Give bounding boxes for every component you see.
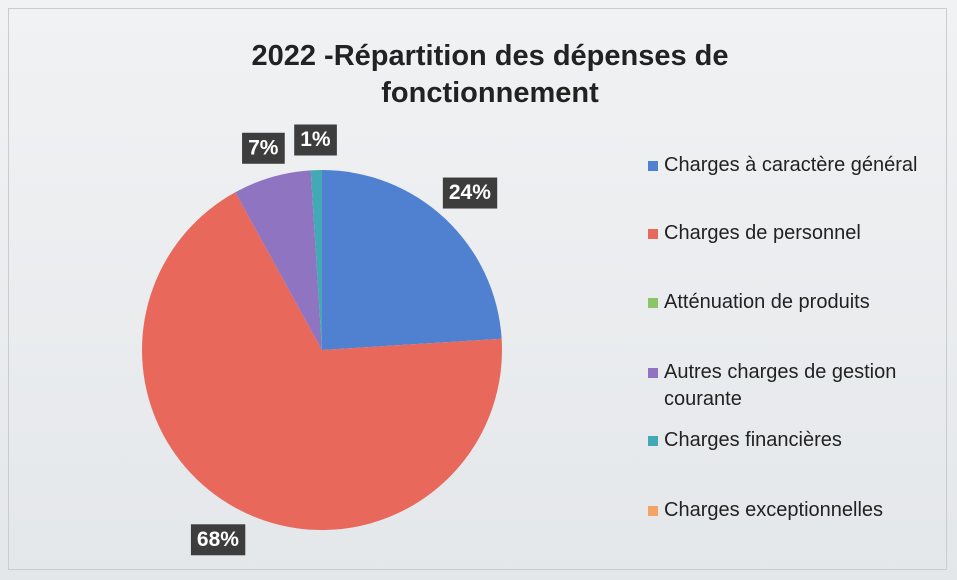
value-label: 1% (294, 124, 337, 156)
legend-label: Charges financières (664, 429, 842, 451)
pie-slice (310, 170, 322, 350)
pie-slice (142, 192, 502, 531)
pie-slice (235, 170, 322, 350)
legend-swatch (648, 436, 658, 446)
value-label-text: 68% (197, 528, 239, 551)
legend-item: Autres charges de gestion courante (648, 359, 948, 413)
legend-swatch (648, 161, 658, 171)
chart-frame (8, 8, 947, 570)
value-label-box (190, 524, 246, 556)
legend-label: Charges à caractère général (664, 154, 918, 176)
value-label-box (294, 124, 337, 156)
legend-item: Charges de personnel (648, 220, 948, 247)
legend-item: Charges exceptionnelles (648, 497, 948, 524)
legend-label: Charges de personnel (664, 222, 861, 244)
legend-swatch (648, 506, 658, 516)
legend-item: Atténuation de produits (648, 289, 948, 316)
chart-title: 2022 -Répartition des dépenses de foncti… (251, 40, 729, 109)
value-label-text: 24% (449, 181, 491, 204)
value-label-text: 7% (248, 136, 279, 159)
pie-slice (322, 170, 502, 350)
legend-item: Charges à caractère général (648, 152, 948, 179)
legend-swatch (648, 298, 658, 308)
value-label-text: 1% (300, 128, 331, 151)
value-label-box (242, 132, 285, 164)
legend-swatch (648, 229, 658, 239)
legend-label: Autres charges de gestion courante (664, 361, 897, 410)
legend-label: Atténuation de produits (664, 291, 870, 313)
legend-item: Charges financières (648, 427, 948, 454)
value-label: 7% (242, 132, 285, 164)
value-label: 68% (190, 524, 246, 556)
value-label: 24% (442, 177, 498, 209)
value-label-box (442, 177, 498, 209)
legend-swatch (648, 368, 658, 378)
legend-label: Charges exceptionnelles (664, 499, 884, 521)
